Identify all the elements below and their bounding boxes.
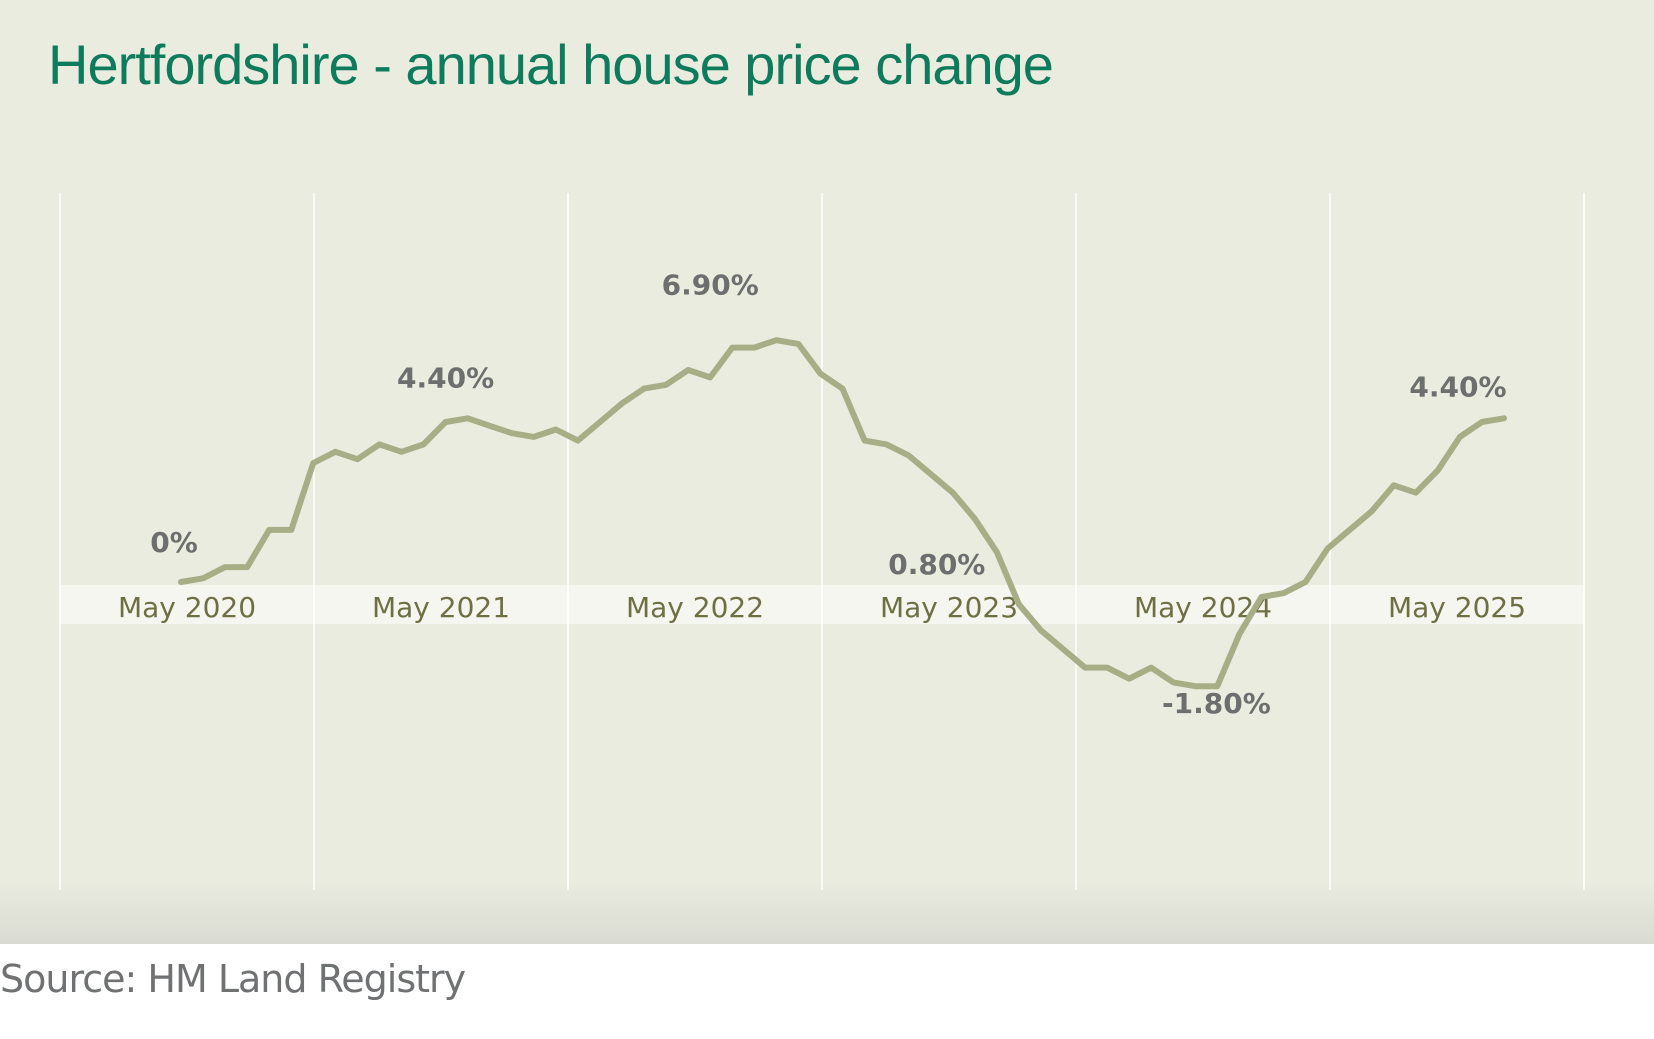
data-labels: 0% 4.40% 6.90% 0.80% -1.80% 4.40% — [150, 268, 1506, 720]
line-chart: May 2020 May 2021 May 2022 May 2023 May 2024… — [59, 193, 1585, 890]
grid-lines — [59, 193, 1585, 890]
data-label: 0% — [150, 526, 198, 559]
x-axis-labels: May 2020 May 2021 May 2022 May 2023 May 2024… — [118, 591, 1526, 624]
source-note: Source: HM Land Registry — [0, 957, 466, 1001]
series-line — [178, 337, 1507, 690]
data-label: 4.40% — [1409, 370, 1506, 403]
series-group — [178, 337, 1507, 690]
data-label: 0.80% — [888, 548, 985, 581]
x-tick-label: May 2023 — [880, 591, 1018, 624]
x-tick-label: May 2020 — [118, 591, 256, 624]
data-label: 4.40% — [397, 361, 494, 394]
data-label: -1.80% — [1162, 687, 1271, 720]
x-axis-band — [60, 585, 1584, 624]
data-label: 6.90% — [662, 268, 759, 301]
x-tick-label: May 2025 — [1388, 591, 1526, 624]
x-tick-label: May 2021 — [372, 591, 510, 624]
chart-title: Hertfordshire - annual house price chang… — [48, 33, 1054, 96]
x-tick-label: May 2022 — [626, 591, 764, 624]
chart-panel — [0, 0, 1654, 944]
